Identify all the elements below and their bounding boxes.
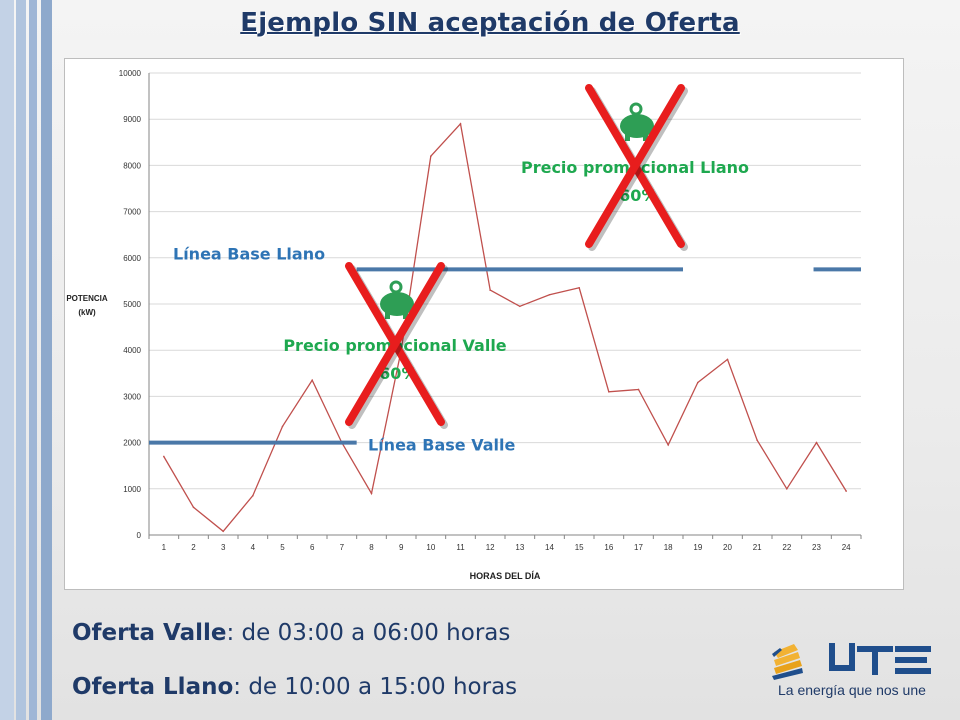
data-point <box>430 155 432 157</box>
y-tick-label: 1000 <box>123 485 141 494</box>
data-point <box>726 358 729 361</box>
data-point <box>192 506 195 509</box>
coin-icon <box>629 102 643 116</box>
offer-valle: Oferta Valle: de 03:00 a 06:00 horas <box>72 620 510 646</box>
offer-llano: Oferta Llano: de 10:00 a 15:00 horas <box>72 674 517 700</box>
x-tick-label: 24 <box>842 543 851 552</box>
x-tick-label: 12 <box>486 543 495 552</box>
baseline-label: Línea Base Valle <box>368 436 516 455</box>
data-point <box>311 379 313 382</box>
y-axis-title: POTENCIA <box>66 294 108 303</box>
x-tick-label: 14 <box>545 543 554 552</box>
data-point <box>845 490 847 492</box>
y-tick-label: 4000 <box>123 346 141 355</box>
x-tick-label: 2 <box>191 543 196 552</box>
coin-icon <box>389 280 403 294</box>
x-tick-label: 22 <box>782 543 791 552</box>
offer-valle-label: Oferta Valle <box>72 620 227 646</box>
cross-out-mark <box>345 262 445 426</box>
data-point <box>667 444 669 446</box>
x-tick-label: 10 <box>426 543 435 552</box>
data-point <box>637 388 640 391</box>
y-tick-label: 7000 <box>123 208 141 217</box>
data-point <box>222 530 224 533</box>
piggy-bank-leg <box>643 134 648 141</box>
data-point <box>786 488 788 490</box>
data-point <box>459 123 462 125</box>
x-tick-label: 4 <box>251 543 256 552</box>
slide-title: Ejemplo SIN aceptación de Oferta <box>240 8 740 38</box>
x-tick-label: 19 <box>693 543 702 552</box>
x-tick-label: 7 <box>340 543 345 552</box>
y-tick-label: 0 <box>137 531 142 540</box>
ute-logo <box>772 643 931 680</box>
data-point <box>697 381 699 384</box>
data-point <box>519 305 521 308</box>
x-tick-label: 6 <box>310 543 315 552</box>
ute-wordmark <box>829 643 931 675</box>
x-tick-label: 5 <box>280 543 285 552</box>
y-tick-label: 10000 <box>119 69 142 78</box>
decorative-side-stripes <box>0 0 60 720</box>
offer-llano-hours: : de 10:00 a 15:00 horas <box>233 674 518 700</box>
x-tick-label: 1 <box>162 543 167 552</box>
chart-panel: 0 1000 2000 3000 4000 5000 6000 7000 8000 9000 100… <box>64 58 904 590</box>
x-tick-label: 20 <box>723 543 732 552</box>
x-tick-label: 16 <box>604 543 613 552</box>
x-tick-label: 21 <box>753 543 762 552</box>
piggy-bank-leg <box>403 312 408 319</box>
baseline-label: Línea Base Llano <box>173 244 325 263</box>
data-point <box>548 293 551 296</box>
y-tick-label: 8000 <box>123 161 141 170</box>
x-tick-label: 15 <box>575 543 584 552</box>
y-tick-label: 3000 <box>123 392 141 401</box>
cross-out-mark <box>585 84 685 248</box>
y-tick-label: 9000 <box>123 115 141 124</box>
data-point <box>756 439 758 442</box>
y-axis-title: (kW) <box>78 308 96 317</box>
piggy-bank-leg <box>625 134 630 141</box>
x-tick-label: 18 <box>664 543 673 552</box>
data-point <box>489 289 491 291</box>
logo-tagline: La energía que nos une <box>778 682 926 698</box>
x-axis-title: HORAS DEL DÍA <box>470 571 541 581</box>
y-tick-label: 6000 <box>123 254 141 263</box>
x-tick-label: 9 <box>399 543 404 552</box>
offer-valle-hours: : de 03:00 a 06:00 horas <box>226 620 511 646</box>
piggy-bank-icon <box>380 292 414 316</box>
x-tick-label: 23 <box>812 543 821 552</box>
data-point <box>815 441 818 444</box>
piggy-bank-leg <box>385 312 390 319</box>
y-tick-label: 5000 <box>123 300 141 309</box>
x-tick-label: 8 <box>369 543 374 552</box>
data-point <box>578 287 580 289</box>
data-point <box>370 492 373 495</box>
data-point <box>163 455 165 458</box>
offer-llano-label: Oferta Llano <box>72 674 234 700</box>
data-series-line <box>163 122 847 533</box>
x-tick-label: 17 <box>634 543 643 552</box>
x-tick-label: 11 <box>456 543 465 552</box>
sun-rays-icon <box>772 644 803 680</box>
cross-out-shadow <box>348 265 448 429</box>
x-tick-label: 3 <box>221 543 226 552</box>
data-point <box>252 494 254 497</box>
data-point <box>281 425 284 428</box>
y-tick-label: 2000 <box>123 439 141 448</box>
x-tick-label: 13 <box>515 543 524 552</box>
piggy-bank-icon <box>620 114 654 138</box>
data-point <box>608 390 610 393</box>
cross-out-shadow <box>588 87 688 251</box>
line-chart: 0 1000 2000 3000 4000 5000 6000 7000 8000 9000 100… <box>66 69 862 581</box>
